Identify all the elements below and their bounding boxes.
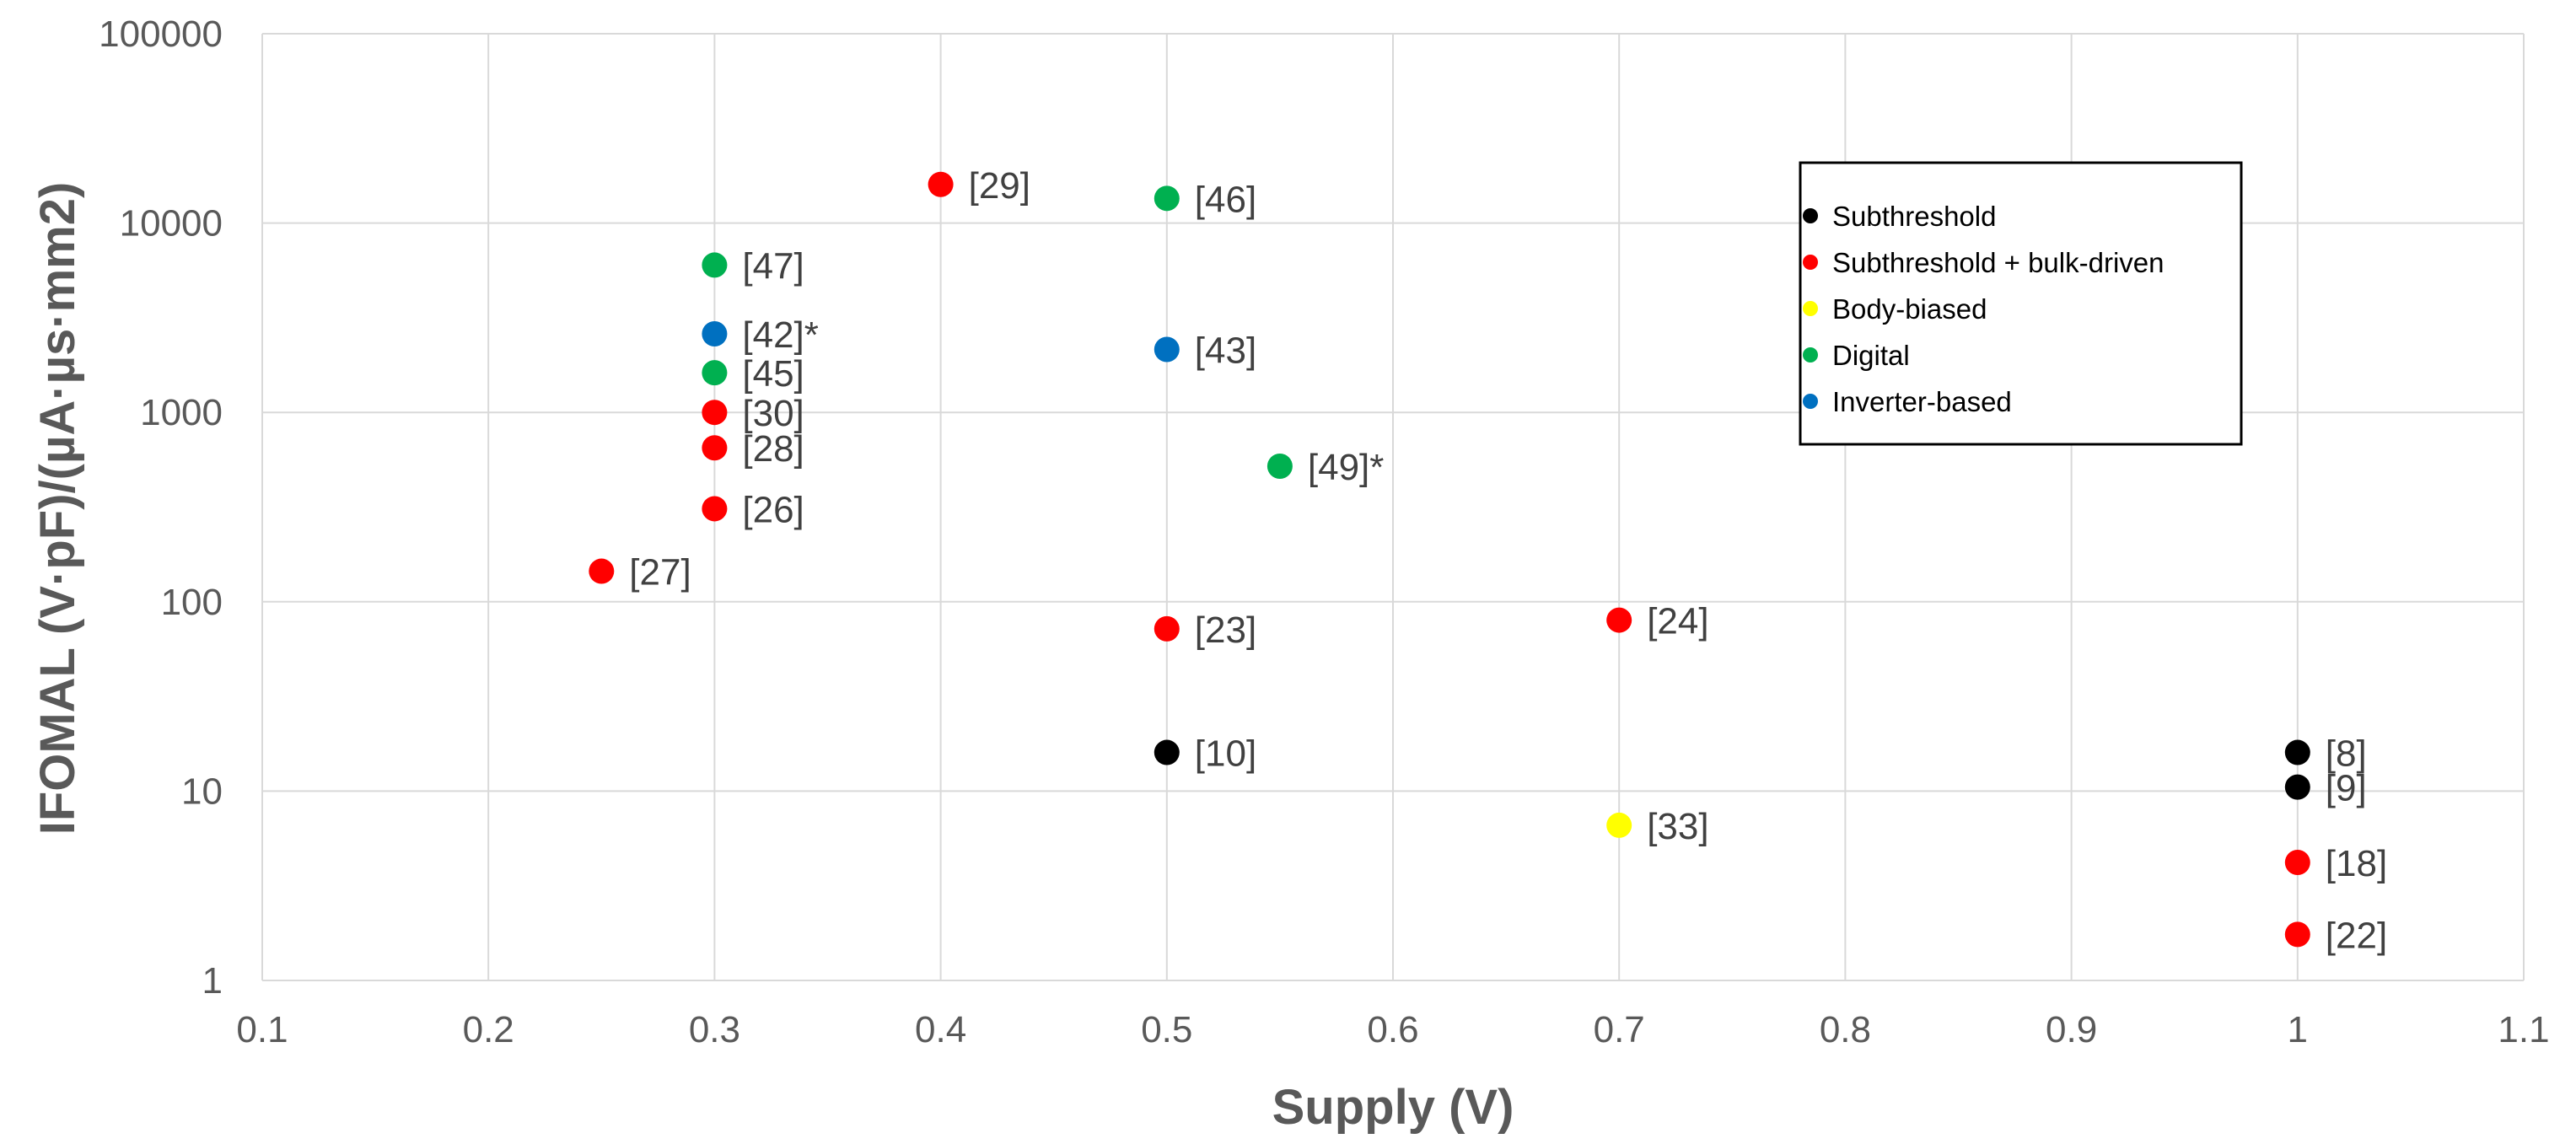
y-axis-title: IFOMAL (V·pF)/(µA·µs·mm2) bbox=[30, 182, 85, 835]
data-point bbox=[589, 558, 615, 584]
x-tick-label: 0.4 bbox=[915, 1009, 966, 1050]
legend-entry: Digital bbox=[1832, 340, 1910, 371]
data-label: [9] bbox=[2326, 768, 2367, 809]
data-label: [27] bbox=[629, 552, 691, 593]
data-point bbox=[702, 496, 728, 522]
data-label: [42]* bbox=[742, 314, 819, 356]
data-point bbox=[1154, 739, 1180, 765]
legend-entry: Subthreshold + bulk-driven bbox=[1832, 247, 2165, 278]
x-tick-label: 0.2 bbox=[463, 1009, 514, 1050]
data-point bbox=[702, 360, 728, 386]
legend-entry: Body-biased bbox=[1832, 293, 1987, 325]
legend-marker bbox=[1803, 347, 1818, 363]
legend-marker bbox=[1803, 255, 1818, 270]
data-label: [24] bbox=[1647, 601, 1708, 642]
data-point bbox=[2284, 921, 2310, 948]
legend-entry: Subthreshold bbox=[1832, 201, 1996, 232]
data-label: [26] bbox=[742, 489, 804, 530]
x-tick-label: 1 bbox=[2288, 1009, 2308, 1050]
y-tick-label: 100 bbox=[161, 582, 223, 623]
data-label: [30] bbox=[742, 393, 804, 434]
data-point bbox=[1154, 185, 1180, 212]
data-label: [43] bbox=[1195, 330, 1256, 372]
data-label: [49]* bbox=[1308, 447, 1385, 488]
x-tick-label: 0.3 bbox=[689, 1009, 740, 1050]
x-tick-label: 0.8 bbox=[1820, 1009, 1871, 1050]
data-point bbox=[1266, 453, 1293, 479]
data-point bbox=[2284, 850, 2310, 876]
y-tick-label: 1 bbox=[202, 960, 223, 1002]
x-tick-label: 0.5 bbox=[1141, 1009, 1192, 1050]
data-label: [8] bbox=[2326, 733, 2367, 775]
data-point bbox=[702, 252, 728, 278]
legend-marker bbox=[1803, 301, 1818, 316]
data-label: [22] bbox=[2326, 915, 2387, 956]
legend: Subthreshold Subthreshold + bulk-driven Bo… bbox=[1799, 161, 2243, 446]
axis-ticks: 0.1 0.2 0.3 0.4 0.5 0.6 0.7 0.8 0.9 1 1.1 1 10 100 100… bbox=[99, 13, 2549, 1050]
data-label: [47] bbox=[742, 245, 804, 287]
y-tick-label: 10 bbox=[181, 771, 223, 812]
data-point bbox=[928, 171, 954, 197]
x-tick-label: 0.6 bbox=[1367, 1009, 1418, 1050]
data-point bbox=[702, 320, 728, 346]
y-tick-label: 100000 bbox=[99, 13, 223, 55]
data-point bbox=[702, 400, 728, 426]
data-label: [33] bbox=[1647, 806, 1708, 847]
x-tick-label: 0.7 bbox=[1594, 1009, 1645, 1050]
legend-marker bbox=[1803, 394, 1818, 409]
data-point bbox=[702, 435, 728, 461]
legend-entry: Inverter-based bbox=[1832, 386, 2012, 417]
y-tick-label: 1000 bbox=[140, 392, 223, 433]
data-point bbox=[1606, 607, 1632, 633]
data-label: [28] bbox=[742, 428, 804, 470]
x-tick-label: 0.1 bbox=[236, 1009, 288, 1050]
x-tick-label: 0.9 bbox=[2046, 1009, 2097, 1050]
data-point bbox=[1154, 336, 1180, 363]
data-point bbox=[2284, 774, 2310, 800]
data-label: [46] bbox=[1195, 179, 1256, 220]
data-label: [18] bbox=[2326, 843, 2387, 884]
data-label: [45] bbox=[742, 353, 804, 395]
x-tick-label: 1.1 bbox=[2498, 1009, 2549, 1050]
legend-marker bbox=[1803, 208, 1818, 223]
y-tick-label: 10000 bbox=[120, 203, 223, 244]
data-label: [29] bbox=[969, 165, 1030, 207]
legend-box bbox=[1799, 161, 2243, 446]
x-axis-title: Supply (V) bbox=[1272, 1080, 1514, 1135]
data-point bbox=[2284, 739, 2310, 765]
data-point bbox=[1154, 615, 1180, 642]
data-point bbox=[1606, 812, 1632, 838]
data-label: [10] bbox=[1195, 733, 1256, 775]
data-points: [10] [8][9] [29] [30][28] [26] [27] [23] [24] [1… bbox=[589, 165, 2387, 956]
data-label: [23] bbox=[1195, 610, 1256, 651]
